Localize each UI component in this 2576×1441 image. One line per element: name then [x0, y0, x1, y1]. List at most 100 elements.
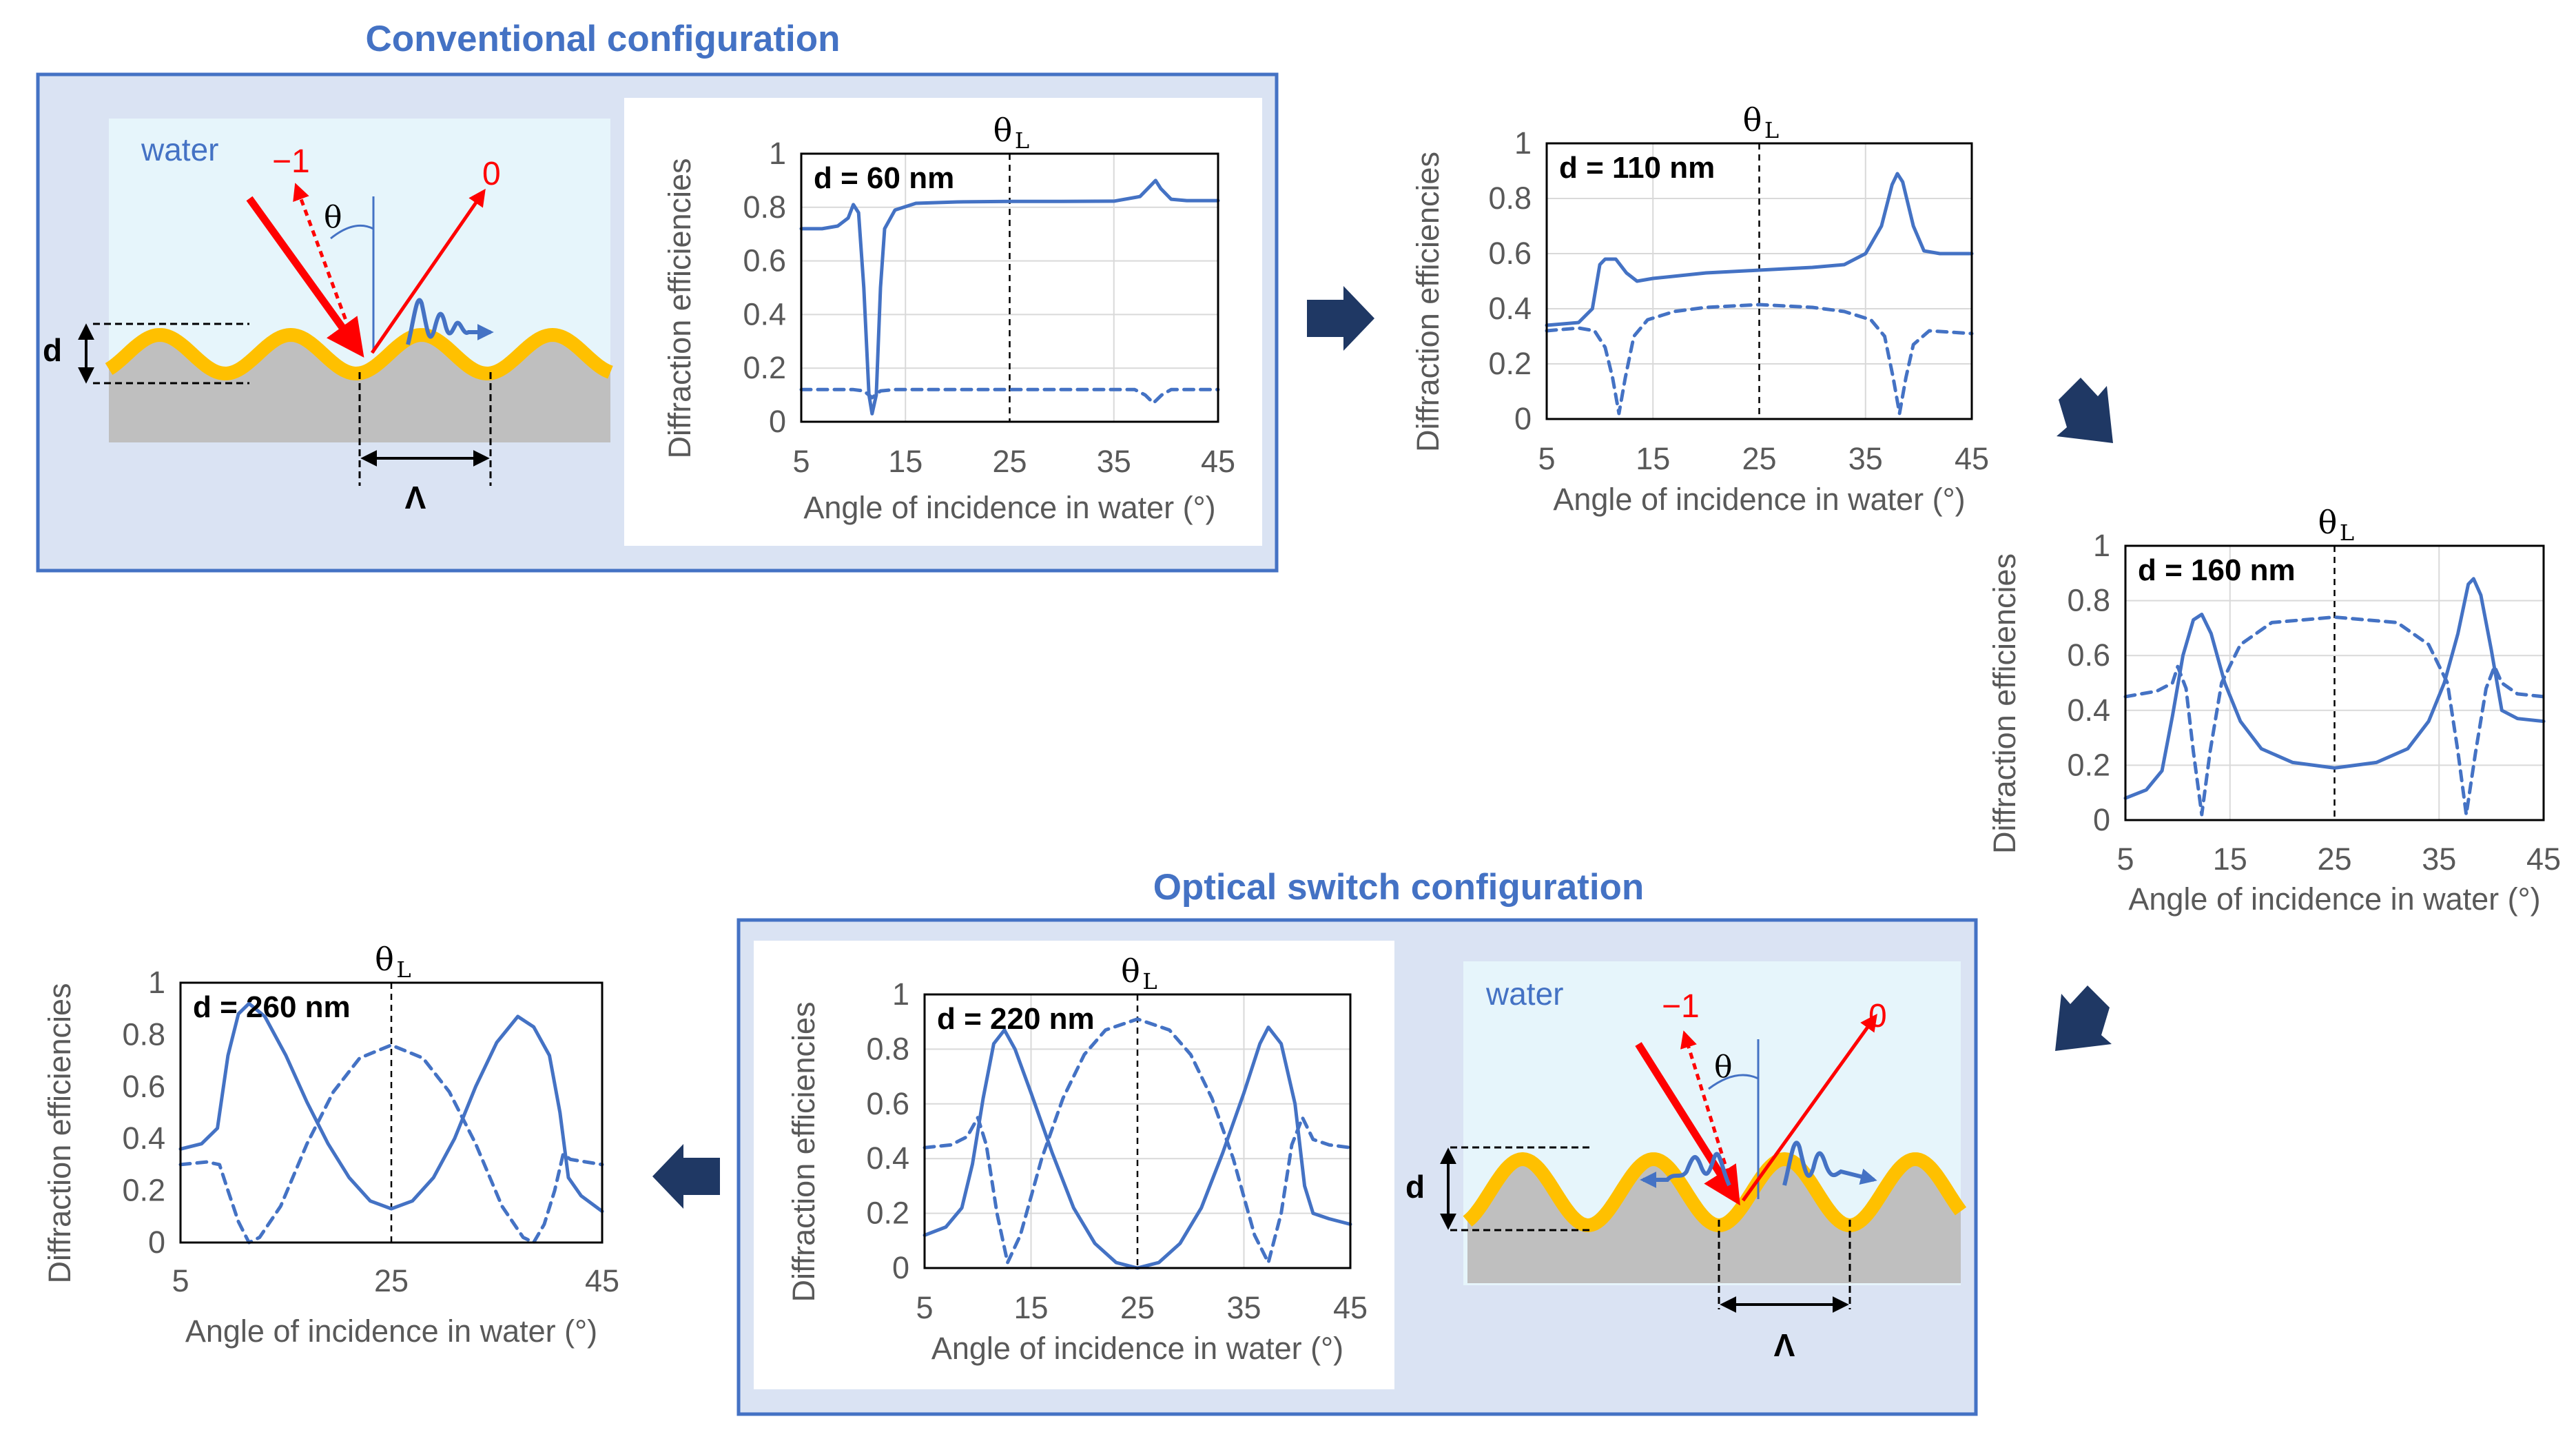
x-tick-label: 25	[1742, 441, 1776, 476]
x-tick-label: 45	[2526, 841, 2561, 877]
y-tick-label: 0.2	[122, 1173, 165, 1208]
x-tick-label: 15	[2213, 841, 2247, 877]
y-tick-label: 0.2	[1488, 346, 1532, 381]
order-0-beam	[1741, 1013, 1877, 1202]
y-tick-label: 1	[148, 965, 165, 1000]
x-tick-label: 5	[1538, 441, 1555, 476]
depth-value-label: d = 110 nm	[1559, 151, 1715, 185]
depth-value-label: d = 160 nm	[2138, 553, 2296, 587]
series-line-solid	[799, 178, 1220, 416]
plasmon-wave-left	[1640, 1152, 1731, 1188]
incident-beam	[1635, 1042, 1740, 1206]
theta-label: θ	[1714, 1050, 1733, 1085]
series-line-dashed	[1545, 303, 1974, 416]
down-right-arrow	[2057, 378, 2113, 443]
x-tick-label: 45	[1955, 441, 1989, 476]
flow-arrows	[652, 286, 2113, 1209]
x-tick-label: 5	[172, 1263, 189, 1298]
order-minus1-label: −1	[1662, 988, 1700, 1025]
y-tick-label: 0.6	[122, 1069, 165, 1104]
order-0-beam	[370, 188, 486, 354]
y-tick-label: 0.6	[866, 1086, 909, 1121]
x-tick-label: 35	[1226, 1290, 1261, 1325]
y-tick-label: 0	[1514, 401, 1532, 436]
theta-l-subscript: L	[2340, 520, 2354, 546]
theta-l-label: θ	[2318, 504, 2338, 541]
y-tick-label: 0.8	[122, 1016, 165, 1052]
y-tick-label: 0.8	[2067, 583, 2110, 618]
x-axis-label: Angle of incidence in water (°)	[1553, 482, 1965, 517]
plot-frame	[179, 981, 604, 1244]
x-tick-label: 35	[1097, 444, 1131, 479]
y-tick-label: 0.8	[743, 190, 786, 225]
substrate-fill	[1467, 1159, 1961, 1283]
order-0-label: 0	[482, 156, 501, 192]
optical-switch-heading: Optical switch configuration	[1153, 867, 1645, 908]
y-axis-label: Diffraction efficiencies	[786, 1001, 821, 1302]
right-arrow	[1307, 286, 1374, 351]
y-tick-label: 0.8	[1488, 181, 1532, 216]
water-label: water	[141, 132, 218, 167]
left-arrow	[652, 1144, 720, 1209]
x-tick-label: 15	[1636, 441, 1670, 476]
theta-arc	[330, 224, 374, 240]
x-tick-label: 25	[992, 444, 1027, 479]
series-line-solid	[1545, 172, 1974, 327]
order-0-label: 0	[1868, 998, 1887, 1034]
y-tick-label: 0.6	[2067, 637, 2110, 673]
y-tick-label: 0	[148, 1225, 165, 1260]
x-tick-label: 5	[2116, 841, 2134, 877]
y-tick-label: 0	[2093, 802, 2110, 837]
y-tick-label: 0	[892, 1250, 909, 1285]
series-line-dashed	[799, 387, 1220, 405]
x-axis-label: Angle of incidence in water (°)	[185, 1314, 597, 1349]
chart-c260: 0 0.2 0.4 0.6 0.8 1 5 25 45 Angle of incidence in…	[42, 941, 619, 1349]
x-tick-label: 45	[1333, 1290, 1368, 1325]
x-tick-label: 35	[2422, 841, 2456, 877]
order-minus1-beam	[293, 183, 359, 351]
theta-l-label: θ	[993, 112, 1013, 149]
series-line-dashed	[178, 1043, 604, 1245]
period-label: Λ	[405, 480, 426, 515]
theta-l-subscript: L	[1015, 127, 1029, 154]
theta-l-label: θ	[1121, 952, 1140, 990]
x-tick-label: 15	[1013, 1290, 1048, 1325]
theta-l-label: θ	[375, 941, 394, 978]
depth-value-label: d = 60 nm	[814, 161, 954, 195]
plot-frame	[1545, 142, 1973, 420]
depth-value-label: d = 220 nm	[937, 1002, 1095, 1036]
conventional-grating-diagram: water θ −1 0 d Λ	[43, 119, 615, 515]
series-line-solid	[178, 1001, 604, 1214]
y-tick-label: 0.4	[2067, 693, 2110, 728]
y-tick-label: 0.2	[743, 350, 786, 385]
depth-value-label: d = 260 nm	[193, 990, 351, 1024]
y-tick-label: 0.8	[866, 1031, 909, 1066]
conventional-heading: Conventional configuration	[366, 19, 841, 59]
x-axis-label: Angle of incidence in water (°)	[803, 490, 1215, 525]
y-tick-label: 0	[769, 404, 786, 439]
plot-frame	[800, 152, 1219, 423]
x-tick-label: 5	[792, 444, 810, 479]
y-tick-label: 0.4	[743, 296, 786, 331]
incident-beam	[246, 196, 364, 358]
y-tick-label: 0.2	[2067, 747, 2110, 782]
gold-layer	[1463, 1152, 1967, 1232]
water-label: water	[1485, 976, 1563, 1012]
theta-l-label: θ	[1743, 101, 1762, 139]
down-left-arrow	[2055, 985, 2112, 1051]
plot-frame	[923, 993, 1352, 1269]
theta-arc	[1708, 1074, 1759, 1090]
y-tick-label: 0.6	[1488, 236, 1532, 271]
y-axis-label: Diffraction efficiencies	[1987, 553, 2022, 854]
y-tick-label: 0.2	[866, 1196, 909, 1231]
x-tick-label: 35	[1848, 441, 1883, 476]
x-axis-label: Angle of incidence in water (°)	[931, 1331, 1343, 1366]
y-axis-label: Diffraction efficiencies	[42, 983, 77, 1283]
plot-frame	[2124, 544, 2545, 821]
series-line-solid	[2123, 577, 2546, 800]
depth-label: d	[43, 332, 62, 368]
